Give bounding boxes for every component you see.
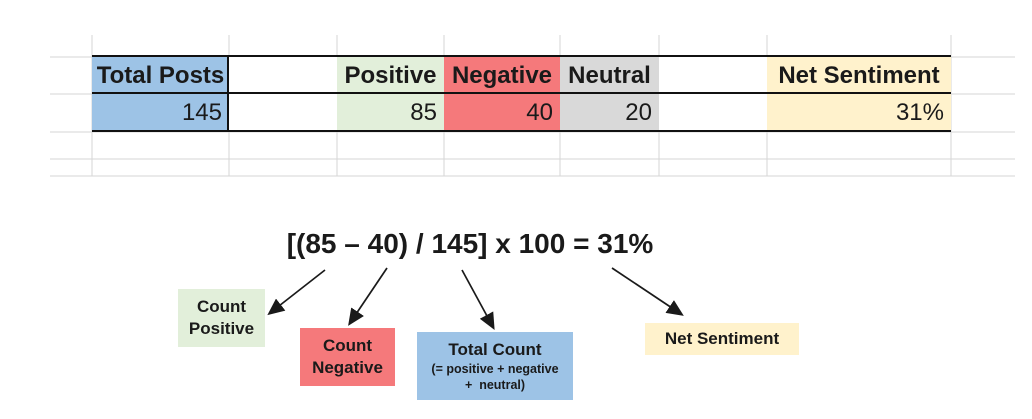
callout-count-positive-line2: Positive — [188, 319, 255, 338]
range-border-vertical — [227, 55, 229, 132]
range-border-top — [92, 55, 951, 57]
callout-count-negative-line1: Count — [322, 335, 373, 355]
callout-total-count-sub1: (= positive + negative — [431, 361, 559, 376]
range-border-bottom — [92, 130, 951, 132]
cell-positive-header[interactable]: Positive — [337, 57, 444, 94]
arrow-to-net-sentiment — [611, 267, 684, 316]
net-sentiment-formula: [(85 – 40) / 145] x 100 = 31% — [286, 228, 654, 259]
callout-net-sentiment-label: Net Sentiment — [664, 328, 780, 348]
cell-negative-value[interactable]: 40 — [444, 94, 560, 132]
cell-total-posts-header[interactable]: Total Posts — [92, 57, 229, 94]
cell-net-sentiment-header[interactable]: Net Sentiment — [767, 57, 951, 94]
range-border-divider — [92, 92, 951, 94]
callout-total-count-title: Total Count — [448, 339, 542, 359]
cell-total-posts-value[interactable]: 145 — [92, 94, 229, 132]
cell-net-sentiment-value[interactable]: 31% — [767, 94, 951, 132]
callout-count-negative: Count Negative — [300, 328, 395, 386]
arrow-to-count-negative — [348, 267, 388, 326]
arrow-to-count-positive — [267, 269, 326, 316]
cell-spacer1-header[interactable] — [229, 57, 337, 94]
cell-neutral-header[interactable]: Neutral — [560, 57, 659, 94]
cell-neutral-value[interactable]: 20 — [560, 94, 659, 132]
arrow-to-total-count — [461, 269, 495, 330]
callout-total-count: Total Count (= positive + negative + neu… — [417, 332, 573, 400]
callout-total-count-sub2: + neutral) — [464, 378, 526, 393]
callout-count-positive-line1: Count — [196, 296, 247, 316]
callout-net-sentiment: Net Sentiment — [645, 323, 799, 355]
callout-count-negative-line2: Negative — [312, 358, 383, 377]
cell-spacer2-header[interactable] — [659, 57, 767, 94]
cell-negative-header[interactable]: Negative — [444, 57, 560, 94]
cell-spacer2-value[interactable] — [659, 94, 767, 132]
cell-spacer1-value[interactable] — [229, 94, 337, 132]
cell-positive-value[interactable]: 85 — [337, 94, 444, 132]
callout-count-positive: Count Positive — [178, 289, 265, 347]
